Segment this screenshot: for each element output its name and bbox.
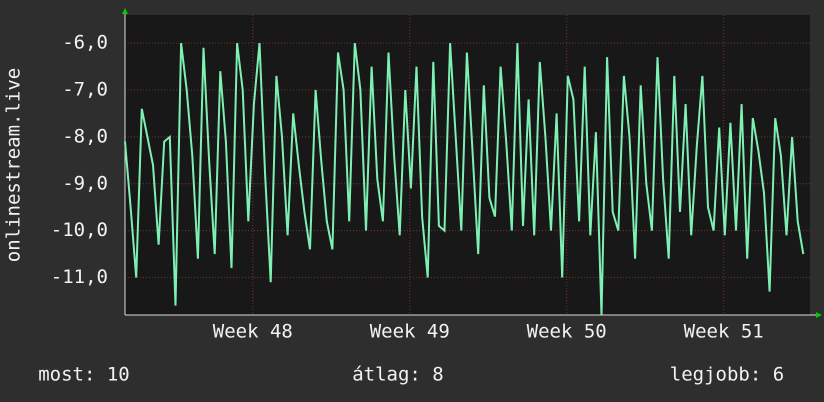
data-line [124, 42, 805, 316]
axis-arrow [122, 8, 128, 14]
y-tick-label: -10,0 [51, 219, 108, 241]
stat-current: most: 10 [38, 364, 130, 386]
stat-average: átlag: 8 [352, 364, 444, 386]
x-tick-label: Week 48 [213, 321, 293, 343]
y-tick-label: -8,0 [62, 125, 108, 147]
stat-best: legjobb: 6 [670, 364, 784, 386]
y-axis-label: onlinestream.live [3, 68, 25, 262]
x-tick-label: Week 51 [684, 321, 764, 343]
y-tick-label: -9,0 [62, 172, 108, 194]
x-tick-label: Week 49 [370, 321, 450, 343]
y-tick-label: -6,0 [62, 32, 108, 54]
axis-arrow [816, 312, 822, 318]
x-tick-label: Week 50 [527, 321, 607, 343]
y-tick-label: -11,0 [51, 266, 108, 288]
y-tick-label: -7,0 [62, 79, 108, 101]
